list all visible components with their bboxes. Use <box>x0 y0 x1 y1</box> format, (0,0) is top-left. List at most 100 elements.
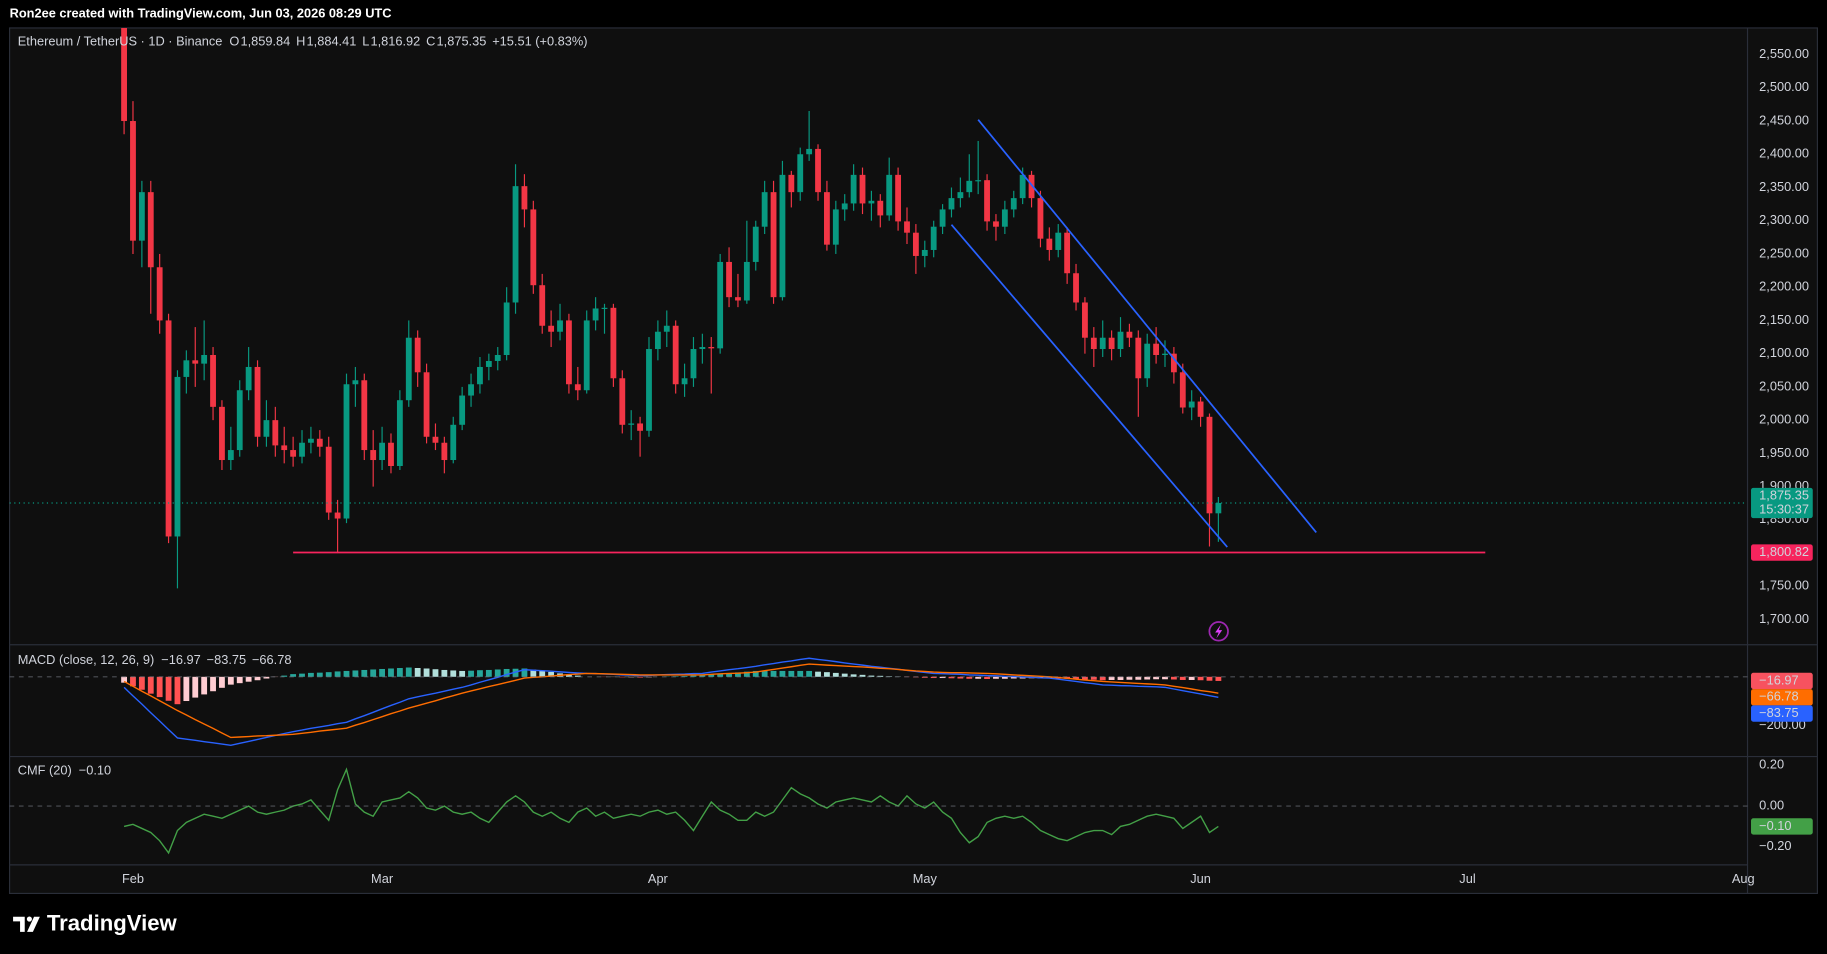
macd-histogram-bar <box>165 676 172 701</box>
candle-body <box>165 320 172 537</box>
candle-body <box>1144 343 1151 379</box>
candle-body <box>815 148 821 193</box>
legend-text: Ethereum / TetherUS · 1D · Binance <box>18 33 223 48</box>
candle-body <box>272 420 279 446</box>
candle-body <box>566 320 572 385</box>
macd-histogram-bar <box>574 675 581 677</box>
macd-histogram-bar <box>806 670 813 677</box>
legend-text: L <box>362 33 369 48</box>
candle-body <box>841 203 848 210</box>
candle-body <box>770 192 777 298</box>
candle-body <box>1055 232 1062 250</box>
macd-value-label-box <box>1751 689 1813 706</box>
candle-body <box>1162 353 1168 355</box>
candle-body <box>1064 232 1071 274</box>
candle-body <box>432 436 439 443</box>
candle-body <box>1046 238 1053 250</box>
y-tick-label: 2,050.00 <box>1759 378 1809 393</box>
level-label-box <box>1751 544 1813 561</box>
macd-histogram-bar <box>1099 676 1106 681</box>
legend-text: 1,875.35 <box>437 33 487 48</box>
candle-body <box>1082 302 1088 338</box>
candle-body <box>1099 337 1106 350</box>
macd-histogram-bar <box>1153 676 1160 680</box>
legend-text: 1,816.92 <box>370 33 420 48</box>
x-tick-label: Jul <box>1459 871 1475 886</box>
macd-histogram-bar <box>1206 676 1213 681</box>
candle-body <box>325 446 332 513</box>
candle-body <box>307 438 314 443</box>
candle-body <box>388 442 394 467</box>
candle-body <box>717 261 724 349</box>
candle-body <box>877 200 884 216</box>
candle-body <box>788 174 795 193</box>
legend-text: 1,884.41 <box>307 33 357 48</box>
candle-body <box>334 512 341 519</box>
candle-body <box>619 378 626 425</box>
candle-body <box>628 423 635 425</box>
candle-body <box>414 337 421 373</box>
macd-histogram-bar <box>227 676 234 685</box>
trendline <box>950 224 1228 548</box>
macd-histogram-bar <box>699 675 706 677</box>
y-tick-label: 0.20 <box>1759 757 1784 772</box>
candle-body <box>539 285 546 326</box>
macd-histogram-bar <box>1082 676 1088 680</box>
candle-body <box>281 445 288 451</box>
macd-histogram-bar <box>993 676 999 679</box>
macd-histogram-bar <box>859 674 866 677</box>
candle-body <box>948 198 955 210</box>
macd-histogram-bar <box>966 676 973 679</box>
cmf-value-label: −0.10 <box>1759 818 1791 833</box>
candle-body <box>850 174 857 204</box>
macd-histogram-bar <box>761 670 768 677</box>
y-tick-label: 2,000.00 <box>1759 412 1809 427</box>
chart-area <box>9 27 1818 895</box>
candle-body <box>939 209 946 227</box>
last-price-label: 15:30:37 <box>1759 501 1809 516</box>
macd-histogram-bar <box>1126 676 1133 680</box>
macd-histogram-bar <box>1179 676 1186 680</box>
brand-logo <box>13 916 40 932</box>
macd-histogram-bar <box>210 676 216 692</box>
candle-body <box>797 154 804 193</box>
candle-body <box>1010 198 1017 210</box>
macd-histogram-bar <box>299 673 305 677</box>
macd-histogram-bar <box>254 676 261 681</box>
macd-value-label: −83.75 <box>1759 705 1799 720</box>
x-tick-label: Jun <box>1190 871 1211 886</box>
level-label: 1,800.82 <box>1759 544 1809 559</box>
y-tick-label: 2,300.00 <box>1759 212 1809 227</box>
macd-histogram-bar <box>850 674 857 677</box>
legend-text: H <box>296 33 305 48</box>
candle-body <box>743 261 750 301</box>
candle-body <box>245 366 252 391</box>
candle-body <box>423 372 430 437</box>
macd-histogram-bar <box>1188 676 1195 680</box>
macd-histogram-bar <box>1135 676 1142 680</box>
macd-histogram-bar <box>183 676 190 702</box>
macd-histogram-bar <box>726 673 732 677</box>
macd-histogram-bar <box>1215 676 1222 681</box>
alert-icon[interactable] <box>1208 621 1229 642</box>
macd-histogram-bar <box>824 672 830 677</box>
macd-histogram-bar <box>690 675 697 677</box>
candle-body <box>832 209 839 245</box>
macd-histogram-bar <box>1144 676 1151 680</box>
candle-body <box>1028 174 1035 199</box>
brand: TradingView <box>47 911 178 936</box>
candle-body <box>895 174 902 222</box>
macd-histogram-bar <box>1073 676 1079 680</box>
candle-body <box>1037 198 1044 239</box>
candle-body <box>583 320 590 391</box>
macd-histogram-bar <box>1010 676 1017 679</box>
macd-histogram-bar <box>361 669 368 677</box>
macd-histogram-bar <box>832 672 839 677</box>
candle-body <box>726 261 732 298</box>
candle-body <box>806 148 813 155</box>
candle-body <box>681 378 688 385</box>
candle-body <box>672 325 679 385</box>
candle-body <box>735 297 741 301</box>
macd-histogram-bar <box>788 670 795 677</box>
candle-body <box>859 174 866 204</box>
